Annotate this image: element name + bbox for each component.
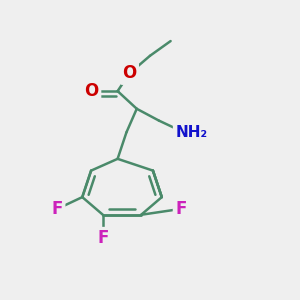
Text: O: O <box>122 64 136 82</box>
Text: F: F <box>97 229 109 247</box>
Text: O: O <box>85 82 99 100</box>
Text: NH₂: NH₂ <box>175 125 207 140</box>
Text: F: F <box>175 200 187 218</box>
Text: F: F <box>52 200 63 218</box>
